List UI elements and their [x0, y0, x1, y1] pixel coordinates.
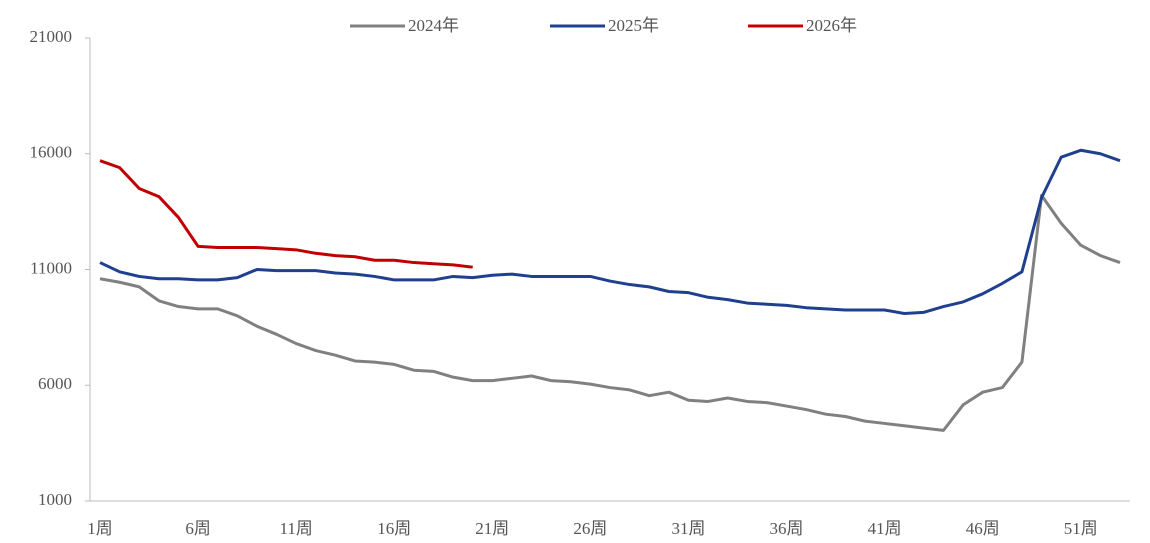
y-tick-label: 16000: [30, 143, 73, 162]
y-tick-label: 1000: [38, 490, 72, 509]
x-tick-label: 26周: [573, 519, 607, 538]
x-tick-label: 46周: [966, 519, 1000, 538]
legend-label: 2025年: [608, 16, 659, 35]
series-line: [99, 148, 1121, 315]
y-tick-label: 11000: [30, 258, 72, 277]
legend-label: 2026年: [806, 16, 857, 35]
y-tick-label: 21000: [30, 27, 73, 46]
x-tick-label: 51周: [1064, 519, 1098, 538]
y-tick-label: 6000: [38, 374, 72, 393]
x-tick-label: 31周: [671, 519, 705, 538]
series-line: [99, 159, 473, 269]
x-tick-label: 11周: [279, 519, 312, 538]
x-tick-label: 6周: [185, 519, 211, 538]
x-tick-label: 41周: [868, 519, 902, 538]
x-tick-label: 21周: [475, 519, 509, 538]
legend-label: 2024年: [408, 16, 459, 35]
x-tick-label: 1周: [87, 519, 113, 538]
series-line: [99, 193, 1121, 432]
x-tick-label: 36周: [770, 519, 804, 538]
x-tick-label: 16周: [377, 519, 411, 538]
